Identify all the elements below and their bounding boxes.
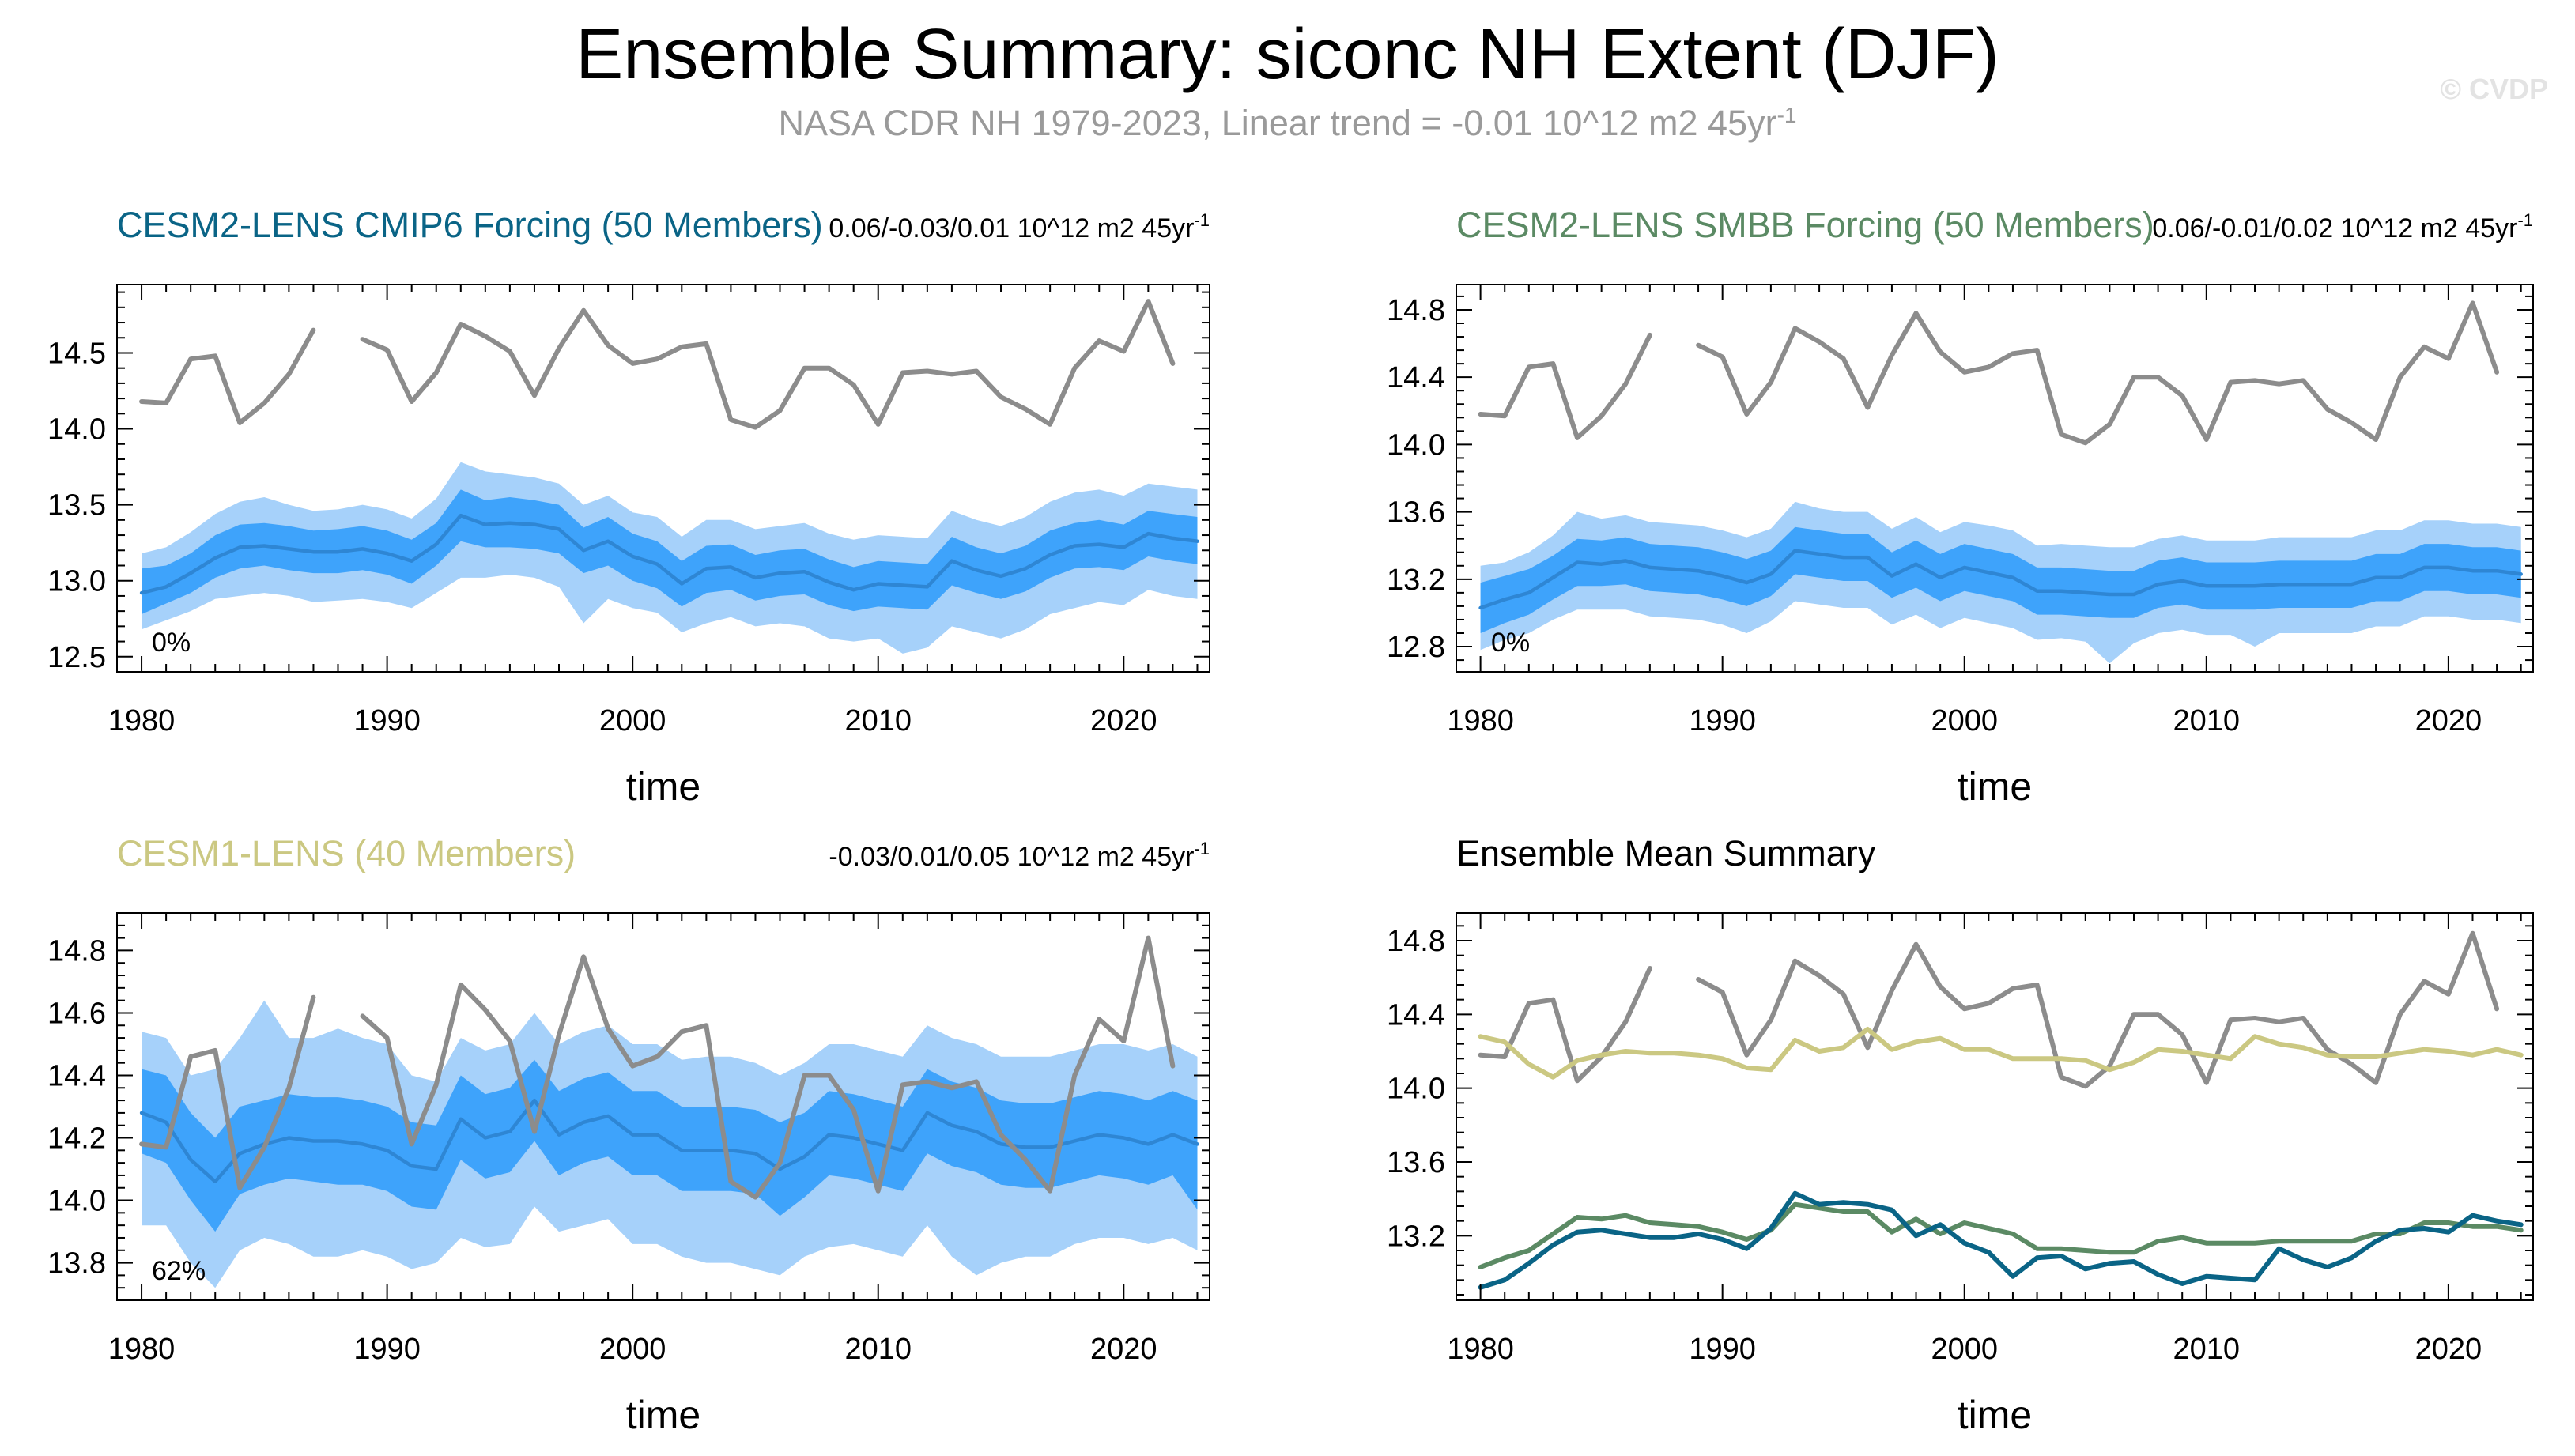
axes-frame-smbb <box>1456 284 2534 673</box>
ytick-label-smbb-2: 13.6 <box>1387 496 1445 530</box>
panel-summary: 1980 1990 2000 2010 2020 13.2 13.6 14.0 14.4 14.8… <box>1387 833 2534 1437</box>
trend-text-cmip6: 0.06/-0.03/0.01 10^12 m2 45yr-1 <box>829 210 1210 243</box>
ytick-label-cmip6-4: 14.5 <box>47 337 106 370</box>
panel-title-smbb: CESM2-LENS SMBB Forcing (50 Members) <box>1456 205 2154 245</box>
xtick-label-cmip6-2010: 2010 <box>844 704 912 737</box>
axes-frame-cmip6 <box>116 284 1210 673</box>
mean-line-smbb <box>1478 1201 2524 1269</box>
panel-title-summary: Ensemble Mean Summary <box>1456 833 1876 873</box>
trend-value-cesm1: -0.03/0.01/0.05 10^12 m2 45yr <box>829 842 1194 872</box>
xtick-label-summary-1990: 1990 <box>1689 1333 1756 1366</box>
xtick-label-smbb-2000: 2000 <box>1931 704 1998 737</box>
xtick-label-cesm1-2010: 2010 <box>844 1333 912 1366</box>
trend-sup-cmip6: -1 <box>1194 210 1210 230</box>
xlabel-summary: time <box>1958 1393 2032 1437</box>
percent-label-cmip6: 0% <box>152 628 191 658</box>
ytick-label-smbb-5: 14.8 <box>1387 294 1445 327</box>
percent-label-smbb: 0% <box>1491 628 1530 658</box>
trend-sup-cesm1: -1 <box>1194 839 1210 858</box>
xtick-label-summary-1980: 1980 <box>1447 1333 1514 1366</box>
obs-line-summary <box>1478 930 2500 1089</box>
ytick-label-summary-2: 14.0 <box>1387 1073 1445 1106</box>
xtick-label-cesm1-1980: 1980 <box>108 1333 176 1366</box>
ytick-label-cmip6-0: 12.5 <box>47 641 106 674</box>
panel-cmip6: 1980 1990 2000 2010 2020 12.5 13.0 13.5 14.0 14.5… <box>47 205 1210 809</box>
ytick-label-cmip6-3: 14.0 <box>47 413 106 447</box>
panel-title-cmip6: CESM2-LENS CMIP6 Forcing (50 Members) <box>117 205 823 245</box>
ytick-label-cmip6-2: 13.5 <box>47 489 106 522</box>
trend-value-smbb: 0.06/-0.01/0.02 10^12 m2 45yr <box>2152 213 2517 243</box>
ensemble-mean-line-smbb <box>1478 549 2523 610</box>
mean-line-cesm1 <box>1478 1027 2524 1080</box>
xtick-label-summary-2000: 2000 <box>1931 1333 1998 1366</box>
figure-subtitle-text: NASA CDR NH 1979-2023, Linear trend = -0… <box>778 103 1777 143</box>
xlabel-cmip6: time <box>626 764 700 809</box>
panel-cesm1: 1980 1990 2000 2010 2020 13.8 14.0 14.2 14.4 14.6… <box>47 833 1210 1437</box>
ytick-label-smbb-0: 12.8 <box>1387 631 1445 664</box>
xtick-label-cmip6-2000: 2000 <box>599 704 666 737</box>
band-25-75-cesm1 <box>142 1059 1198 1232</box>
band-25-75-cmip6 <box>142 489 1198 614</box>
xtick-label-cmip6-2020: 2020 <box>1090 704 1157 737</box>
band-25-75-smbb <box>1480 526 2521 633</box>
ytick-label-cesm1-3: 14.4 <box>47 1059 106 1092</box>
panel-title-cesm1: CESM1-LENS (40 Members) <box>117 833 576 873</box>
mean-line-cmip6 <box>1478 1190 2524 1290</box>
xtick-label-cesm1-1990: 1990 <box>353 1333 421 1366</box>
cvdp-watermark: © CVDP <box>2440 73 2548 105</box>
plot-area-cmip6 <box>139 299 1199 654</box>
xtick-label-smbb-2020: 2020 <box>2415 704 2482 737</box>
ytick-label-cesm1-2: 14.2 <box>47 1122 106 1156</box>
trend-value-cmip6: 0.06/-0.03/0.01 10^12 m2 45yr <box>829 213 1194 243</box>
ytick-label-cesm1-0: 13.8 <box>47 1247 106 1281</box>
ytick-label-smbb-4: 14.4 <box>1387 361 1445 394</box>
ytick-label-summary-0: 13.2 <box>1387 1220 1445 1253</box>
ytick-label-smbb-1: 13.2 <box>1387 564 1445 597</box>
plot-area-smbb <box>1478 300 2523 664</box>
obs-line-cmip6 <box>139 299 1176 430</box>
xtick-label-cesm1-2020: 2020 <box>1090 1333 1157 1366</box>
ytick-label-cesm1-4: 14.6 <box>47 997 106 1030</box>
trend-sup-smbb: -1 <box>2517 210 2533 230</box>
xtick-label-cmip6-1990: 1990 <box>353 704 421 737</box>
ytick-label-summary-1: 13.6 <box>1387 1146 1445 1179</box>
ytick-label-summary-3: 14.4 <box>1387 998 1445 1032</box>
xtick-label-cmip6-1980: 1980 <box>108 704 176 737</box>
xtick-label-cesm1-2000: 2000 <box>599 1333 666 1366</box>
plot-area-summary <box>1478 930 2524 1290</box>
trend-text-smbb: 0.06/-0.01/0.02 10^12 m2 45yr-1 <box>2152 210 2533 243</box>
axes-frame-cesm1 <box>116 912 1210 1301</box>
panel-smbb: 1980 1990 2000 2010 2020 12.8 13.2 13.6 14.0 14.4… <box>1387 205 2534 809</box>
xtick-label-smbb-2010: 2010 <box>2173 704 2241 737</box>
obs-line-cesm1 <box>139 935 1176 1200</box>
xlabel-smbb: time <box>1958 764 2032 809</box>
ytick-label-cesm1-5: 14.8 <box>47 934 106 968</box>
ensemble-mean-line-cmip6 <box>139 513 1199 595</box>
ytick-label-summary-4: 14.8 <box>1387 925 1445 958</box>
trend-text-cesm1: -0.03/0.01/0.05 10^12 m2 45yr-1 <box>829 839 1210 872</box>
figure-title: Ensemble Summary: siconc NH Extent (DJF) <box>576 15 1999 94</box>
axes-frame-summary <box>1456 912 2534 1301</box>
obs-line-smbb <box>1478 300 2500 446</box>
xlabel-cesm1: time <box>626 1393 700 1437</box>
xtick-label-summary-2010: 2010 <box>2173 1333 2241 1366</box>
ytick-label-cmip6-1: 13.0 <box>47 565 106 598</box>
figure-subtitle: NASA CDR NH 1979-2023, Linear trend = -0… <box>0 103 2575 144</box>
plot-area-cesm1 <box>139 935 1199 1288</box>
xtick-label-summary-2020: 2020 <box>2415 1333 2482 1366</box>
ytick-label-smbb-3: 14.0 <box>1387 428 1445 462</box>
ensemble-mean-line-cesm1 <box>139 1098 1199 1184</box>
percent-label-cesm1: 62% <box>152 1256 206 1286</box>
figure-subtitle-sup: -1 <box>1776 103 1797 127</box>
xtick-label-smbb-1980: 1980 <box>1447 704 1514 737</box>
xtick-label-smbb-1990: 1990 <box>1689 704 1756 737</box>
ytick-label-cesm1-1: 14.0 <box>47 1185 106 1218</box>
